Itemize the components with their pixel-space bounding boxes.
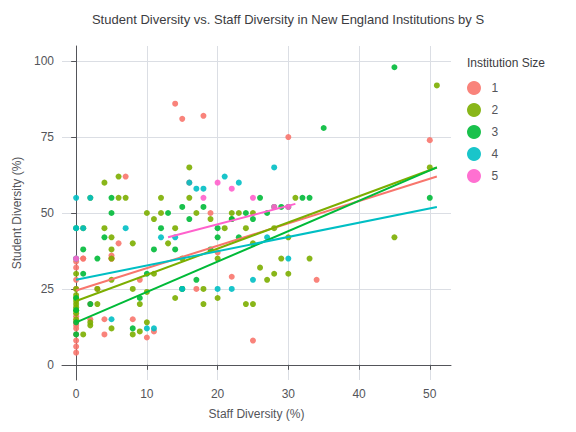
svg-text:Student Diversity (%): Student Diversity (%) [10,157,24,270]
svg-text:4: 4 [492,147,499,161]
svg-text:5: 5 [492,169,499,183]
svg-text:40: 40 [352,387,366,401]
svg-text:3: 3 [492,125,499,139]
svg-text:0: 0 [47,358,54,372]
svg-text:50: 50 [423,387,437,401]
svg-text:30: 30 [282,387,296,401]
svg-text:75: 75 [41,130,55,144]
svg-text:Institution Size: Institution Size [467,56,545,70]
svg-text:1: 1 [492,81,499,95]
svg-text:2: 2 [492,103,499,117]
svg-text:0: 0 [73,387,80,401]
svg-text:20: 20 [211,387,225,401]
svg-text:Staff Diversity (%): Staff Diversity (%) [209,407,305,421]
svg-text:100: 100 [34,54,54,68]
svg-text:Student Diversity vs. Staff Di: Student Diversity vs. Staff Diversity in… [92,12,484,27]
svg-text:10: 10 [140,387,154,401]
svg-text:50: 50 [41,206,55,220]
svg-text:25: 25 [41,282,55,296]
